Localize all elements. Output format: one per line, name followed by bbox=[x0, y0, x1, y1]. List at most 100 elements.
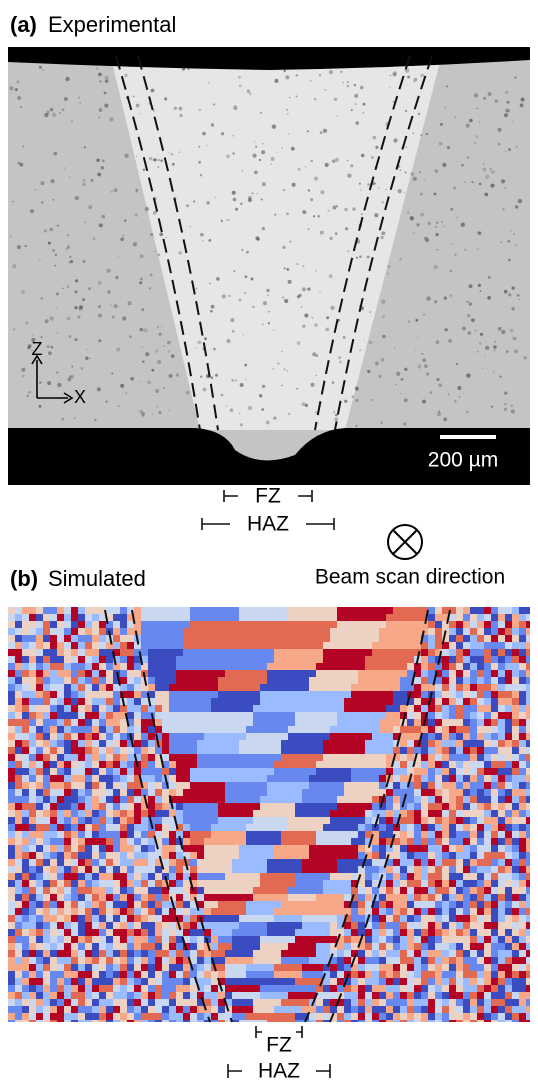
grain-cell bbox=[218, 901, 225, 908]
grain-cell bbox=[421, 901, 428, 908]
panel-label: (a) bbox=[10, 12, 37, 37]
grain-cell bbox=[442, 978, 449, 985]
grain-cell bbox=[57, 999, 64, 1006]
grain-cell bbox=[225, 712, 232, 719]
grain-cell bbox=[512, 677, 519, 684]
speck bbox=[335, 158, 339, 162]
grain-cell bbox=[148, 796, 155, 803]
grain-cell bbox=[99, 789, 106, 796]
grain-cell bbox=[99, 782, 106, 789]
speck bbox=[344, 208, 347, 211]
grain-cell bbox=[477, 845, 484, 852]
grain-cell bbox=[8, 887, 15, 894]
grain-cell bbox=[323, 621, 330, 628]
grain-cell bbox=[512, 775, 519, 782]
grain-cell bbox=[169, 656, 176, 663]
speck bbox=[155, 251, 156, 252]
grain-cell bbox=[50, 747, 57, 754]
grain-cell bbox=[519, 810, 526, 817]
grain-cell bbox=[484, 621, 491, 628]
grain-cell bbox=[64, 964, 71, 971]
speck bbox=[52, 113, 56, 117]
grain-cell bbox=[246, 810, 253, 817]
grain-cell bbox=[456, 957, 463, 964]
grain-cell bbox=[253, 992, 260, 999]
grain-cell bbox=[218, 922, 225, 929]
speck bbox=[469, 284, 473, 288]
grain-cell bbox=[120, 894, 127, 901]
grain-cell bbox=[99, 887, 106, 894]
grain-cell bbox=[484, 950, 491, 957]
grain-cell bbox=[302, 649, 309, 656]
grain-cell bbox=[526, 901, 530, 908]
grain-cell bbox=[281, 733, 288, 740]
grain-cell bbox=[330, 803, 337, 810]
grain-cell bbox=[281, 845, 288, 852]
grain-cell bbox=[288, 831, 295, 838]
grain-cell bbox=[295, 761, 302, 768]
grain-cell bbox=[50, 677, 57, 684]
grain-cell bbox=[274, 684, 281, 691]
grain-cell bbox=[519, 614, 526, 621]
grain-cell bbox=[99, 964, 106, 971]
grain-cell bbox=[274, 831, 281, 838]
grain-cell bbox=[253, 782, 260, 789]
grain-cell bbox=[365, 754, 372, 761]
grain-cell bbox=[344, 957, 351, 964]
grain-cell bbox=[470, 803, 477, 810]
speck bbox=[464, 182, 465, 183]
grain-cell bbox=[204, 677, 211, 684]
grain-cell bbox=[526, 796, 530, 803]
grain-cell bbox=[232, 635, 239, 642]
grain-cell bbox=[8, 838, 15, 845]
grain-cell bbox=[50, 992, 57, 999]
grain-cell bbox=[372, 747, 379, 754]
grain-cell bbox=[386, 656, 393, 663]
grain-cell bbox=[267, 915, 274, 922]
grain-cell bbox=[281, 873, 288, 880]
speck bbox=[303, 265, 305, 267]
speck bbox=[12, 264, 16, 268]
grain-cell bbox=[225, 642, 232, 649]
grain-cell bbox=[372, 796, 379, 803]
grain-cell bbox=[435, 642, 442, 649]
grain-cell bbox=[372, 950, 379, 957]
grain-cell bbox=[330, 964, 337, 971]
grain-cell bbox=[246, 677, 253, 684]
speck bbox=[93, 238, 95, 240]
grain-cell bbox=[323, 943, 330, 950]
grain-cell bbox=[197, 803, 204, 810]
speck bbox=[351, 109, 353, 111]
speck bbox=[331, 306, 335, 310]
grain-cell bbox=[71, 789, 78, 796]
grain-cell bbox=[218, 642, 225, 649]
grain-cell bbox=[71, 635, 78, 642]
grain-cell bbox=[232, 929, 239, 936]
grain-cell bbox=[92, 628, 99, 635]
grain-cell bbox=[449, 621, 456, 628]
grain-cell bbox=[379, 740, 386, 747]
grain-cell bbox=[239, 971, 246, 978]
grain-cell bbox=[337, 971, 344, 978]
grain-cell bbox=[379, 754, 386, 761]
grain-cell bbox=[57, 705, 64, 712]
grain-cell bbox=[260, 908, 267, 915]
grain-cell bbox=[267, 740, 274, 747]
grain-cell bbox=[99, 831, 106, 838]
grain-cell bbox=[106, 922, 113, 929]
grain-cell bbox=[512, 950, 519, 957]
grain-cell bbox=[470, 649, 477, 656]
grain-cell bbox=[8, 873, 15, 880]
grain-cell bbox=[491, 873, 498, 880]
grain-cell bbox=[365, 691, 372, 698]
grain-cell bbox=[225, 775, 232, 782]
grain-cell bbox=[344, 614, 351, 621]
grain-cell bbox=[379, 775, 386, 782]
grain-cell bbox=[162, 733, 169, 740]
speck bbox=[57, 225, 59, 227]
grain-cell bbox=[64, 628, 71, 635]
grain-cell bbox=[302, 691, 309, 698]
grain-cell bbox=[372, 649, 379, 656]
grain-cell bbox=[253, 670, 260, 677]
grain-cell bbox=[491, 817, 498, 824]
